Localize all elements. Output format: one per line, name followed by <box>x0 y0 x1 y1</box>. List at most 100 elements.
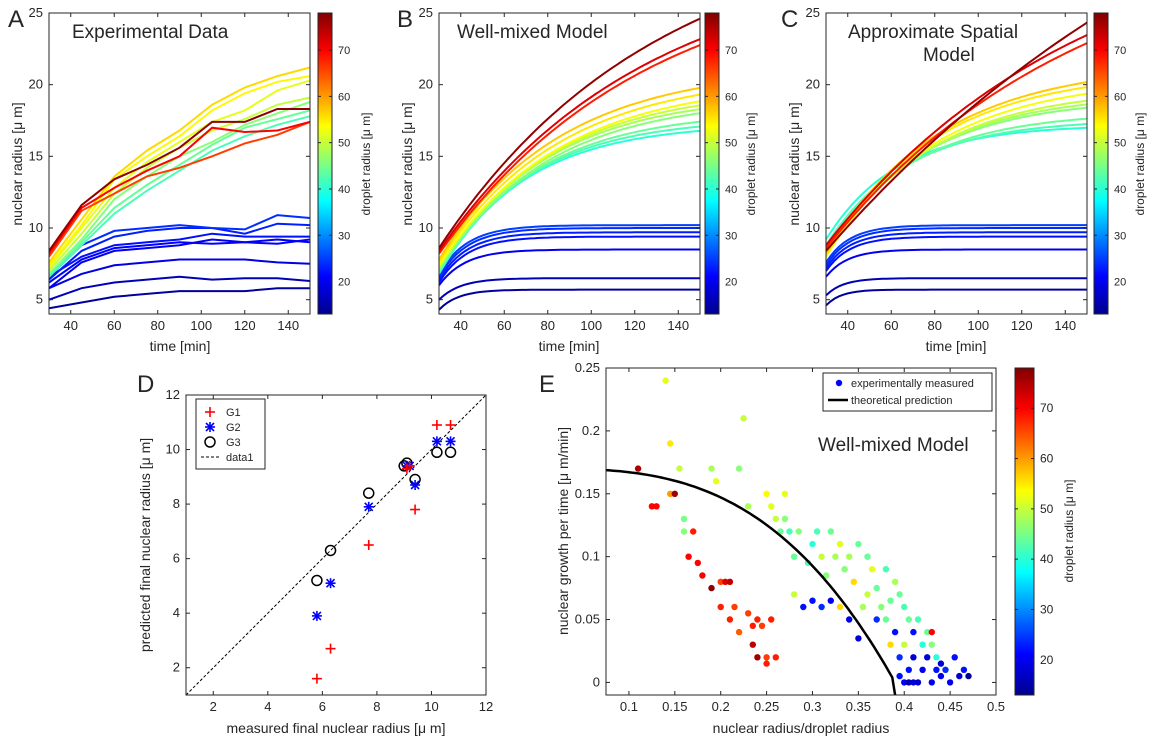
panel-e-point <box>882 616 890 623</box>
panel-e-point <box>800 603 807 611</box>
panel-e-point <box>827 597 834 604</box>
time_panels.2-xtick-label: 80 <box>928 318 942 333</box>
panel-d-point-g2-stroke <box>325 578 336 588</box>
panel-a-series-line <box>49 109 310 275</box>
panel-b-title: Well-mixed Model <box>457 22 608 43</box>
panel-e-point <box>768 503 775 510</box>
colorbar-tick-label: 40 <box>1114 184 1126 196</box>
colorbar-tick-label: 20 <box>1114 277 1126 289</box>
time_panels.2-xtick-label: 40 <box>841 318 855 333</box>
panel-d-point-g2-stroke <box>364 502 374 512</box>
panel-e-point <box>731 603 738 611</box>
colorbar-tick-label: 60 <box>338 91 350 103</box>
panel_e-ytick-label: 0.1 <box>582 549 600 564</box>
panel_d-ytick-label: 6 <box>173 551 180 566</box>
panel-e-point <box>818 553 825 560</box>
panel_d-xtick-label: 2 <box>210 699 217 714</box>
panel-e-point <box>786 528 793 535</box>
panel_d-ytick-label: 4 <box>173 605 180 620</box>
panel-a-series-line <box>49 120 310 255</box>
colorbar-tick-label: 60 <box>1114 91 1126 103</box>
colorbar-tick-label: 60 <box>1040 452 1054 466</box>
time_panels.0-xtick-label: 80 <box>151 318 165 333</box>
panel-e-point <box>763 660 770 667</box>
panel-e-point <box>891 628 899 636</box>
panel-d: 2 4 6 8 10 12 2 4 6 8 10 12 D measured final nuclea… <box>137 371 493 736</box>
panel-d-point-g1 <box>404 460 415 471</box>
legend-marker-g3 <box>204 436 216 448</box>
time_panels.1-ytick-label: 15 <box>419 148 433 163</box>
panel-e-point <box>859 603 867 611</box>
panel-e-ticks: 0.1 0.15 0.2 0.25 0.3 0.35 0.4 0.45 0.5 0 0.05 0.1 0… <box>575 360 1005 714</box>
panel-c-letter: C <box>781 6 798 33</box>
panel-e-colorbar-ticks: 20 30 40 50 60 70 <box>1015 401 1054 667</box>
panel-e-ylabel: nuclear growth per time [μ m/min] <box>555 427 571 635</box>
legend-label-data1: data1 <box>226 452 254 464</box>
panel-d-point-g3 <box>362 487 375 499</box>
panel-d-point-g1 <box>311 673 322 684</box>
panel-a-series-line <box>49 108 310 252</box>
panel-e-point <box>896 654 903 661</box>
panel-e-point <box>758 622 766 629</box>
panel-e-point <box>887 641 894 648</box>
panel-e-title: Well-mixed Model <box>818 435 969 456</box>
colorbar-tick-label: 40 <box>1040 552 1054 566</box>
panel-e-point <box>754 654 761 661</box>
panel-e-point <box>745 503 752 510</box>
time_panels.2-ytick-label: 25 <box>806 5 820 20</box>
panel-e-point <box>910 628 917 636</box>
panel-d-ticks: 2 4 6 8 10 12 2 4 6 8 10 12 <box>166 387 494 714</box>
panel-d-point-g1 <box>445 420 456 430</box>
panel-d-point-g2 <box>410 480 421 490</box>
panel-e-point <box>910 679 917 686</box>
panel-e-point <box>712 478 720 485</box>
panel-a-colorbar-ticks: 20 30 40 50 60 70 <box>318 45 350 289</box>
panel-b-series-line <box>439 231 700 281</box>
time_panels.2-xtick-label: 120 <box>1011 318 1033 333</box>
panel-e-point <box>763 490 770 497</box>
panel-b-series-line <box>439 227 700 278</box>
panel-e-point <box>832 553 839 560</box>
panel-b-colorbar-label: droplet radius [μ m] <box>744 113 758 216</box>
panel-b-series-line <box>439 44 700 255</box>
time_panels.0-ytick-label: 15 <box>29 148 43 163</box>
panel-b-series-line <box>439 288 700 311</box>
panel-e-point <box>745 610 752 617</box>
panel-e-legend: experimentally measured theoretical pred… <box>822 372 993 412</box>
time_panels.1-xtick-label: 60 <box>497 318 511 333</box>
panel_e-xtick-label: 0.1 <box>620 699 638 714</box>
panel_e-xtick-label: 0.2 <box>712 699 730 714</box>
legend-label-g2: G2 <box>226 422 241 434</box>
panel-a-title: Experimental Data <box>72 22 229 43</box>
panel-c-series-line <box>826 227 1087 266</box>
panel_d-ytick-label: 2 <box>173 660 180 675</box>
panel-c-series-line <box>826 42 1087 249</box>
panel-e-point <box>685 553 692 560</box>
panel-c-series-line <box>826 248 1087 278</box>
panel-a: 40 60 80 100 120 140 5 10 15 20 25 A Experimental … <box>8 5 373 354</box>
panel-e-point <box>878 603 885 611</box>
panel-e-point <box>905 666 912 673</box>
panel-b-axes-box <box>438 12 701 315</box>
panel-b-series-line <box>439 93 700 263</box>
time_panels.1-ytick-label: 10 <box>419 220 433 235</box>
colorbar-tick-label: 50 <box>1040 502 1054 516</box>
panel-e-point <box>928 641 935 648</box>
legend-label-g1: G1 <box>226 407 241 419</box>
panel-e-point <box>735 465 743 472</box>
panel-a-series-line <box>49 79 310 269</box>
panel-c-series-line <box>826 34 1087 246</box>
panel-e-point <box>717 603 724 611</box>
time_panels.2-ytick-label: 10 <box>806 220 820 235</box>
panel-e-point <box>772 515 779 523</box>
panel-e-point <box>809 597 816 604</box>
panel-e-point <box>717 578 724 585</box>
panel-e-point <box>836 603 844 611</box>
panel_e-ytick-label: 0 <box>593 674 600 689</box>
panel-b-series-line <box>439 112 700 271</box>
panel-e-point <box>699 572 706 579</box>
panel_d-xtick-label: 10 <box>424 699 438 714</box>
panel-d-point-g3 <box>324 544 337 557</box>
panel-a-axes-box <box>48 12 311 315</box>
